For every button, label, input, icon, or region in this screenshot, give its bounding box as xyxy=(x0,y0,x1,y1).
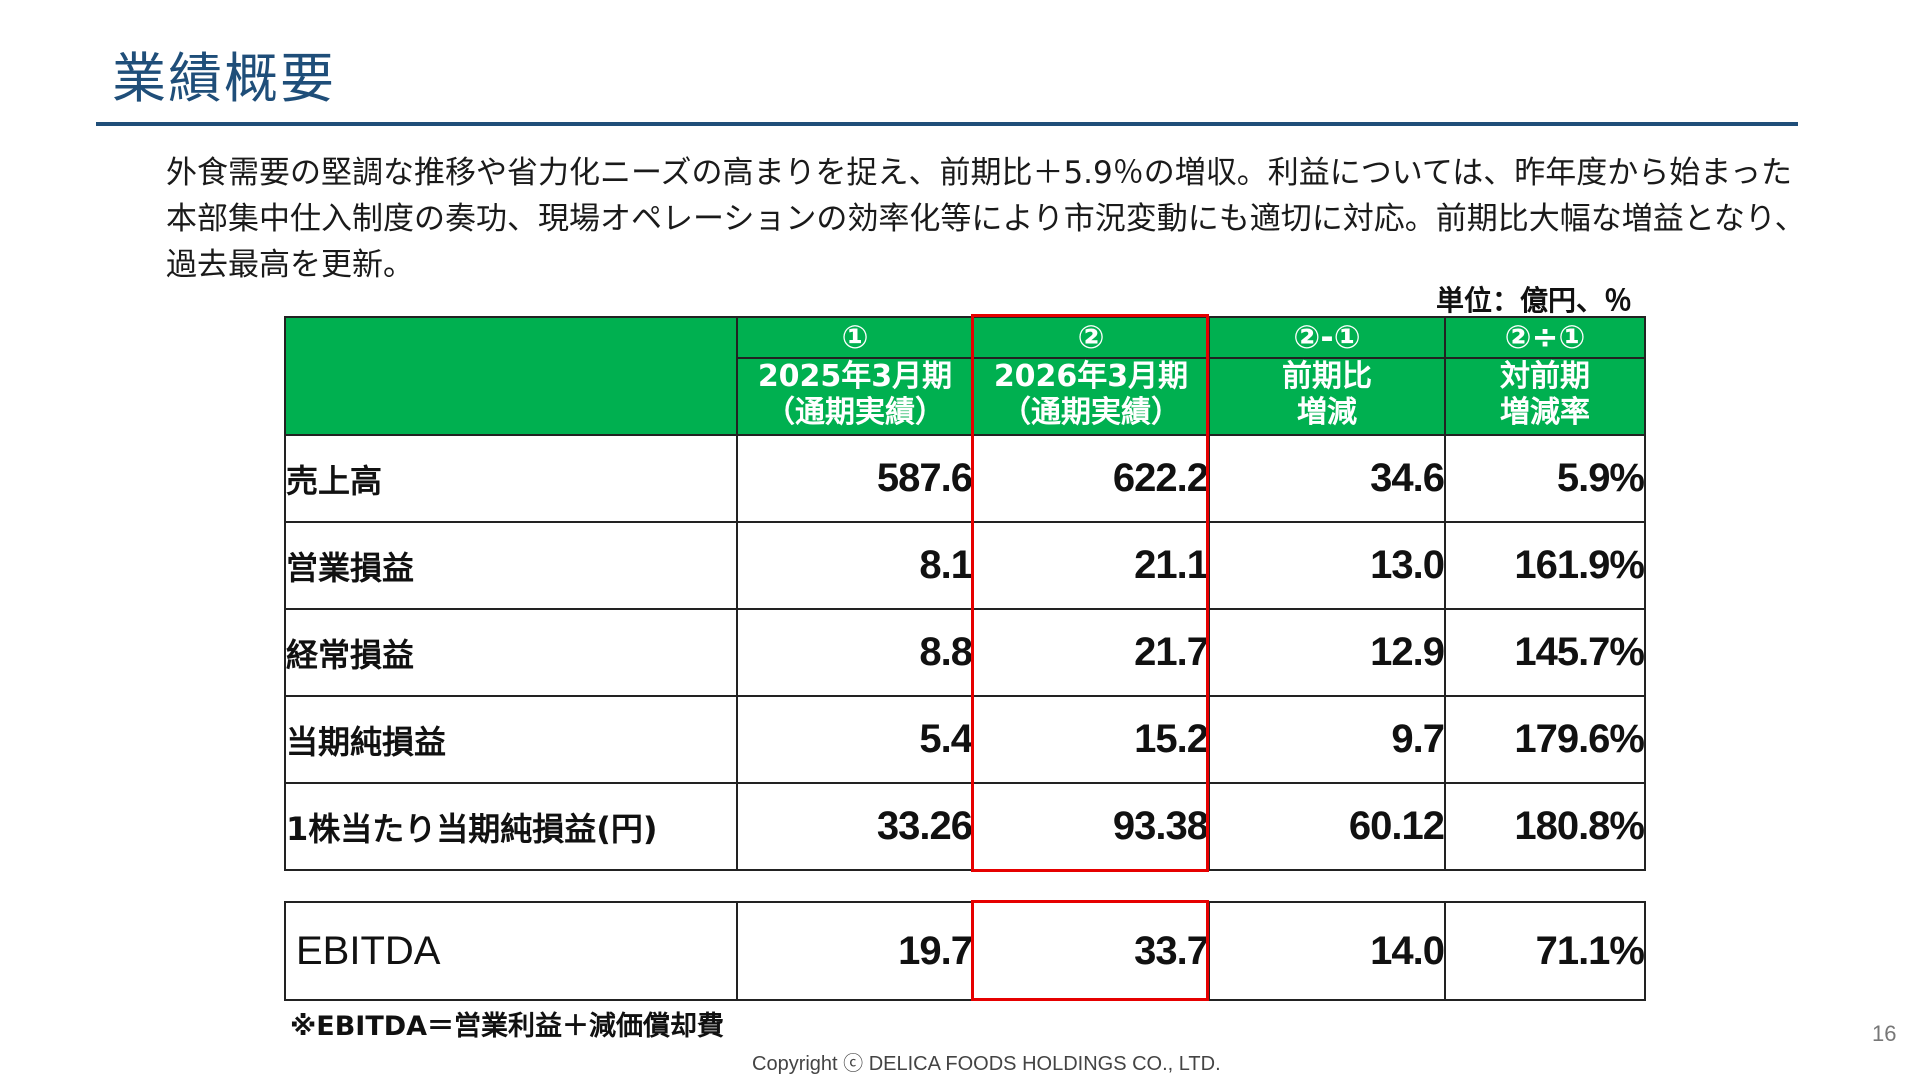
header-note: 増減 xyxy=(1297,395,1357,430)
value-cell: 161.9% xyxy=(1444,521,1646,610)
header-change-rate: ②÷① 対前期 増減率 xyxy=(1444,316,1646,436)
table-row: 経常損益 8.8 21.7 12.9 145.7% xyxy=(284,608,1646,697)
value-cell: 60.12 xyxy=(1208,782,1446,871)
footnote: ※EBITDA＝営業利益＋減価償却費 xyxy=(290,1011,725,1042)
table-row: 1株当たり当期純損益(円) 33.26 93.38 60.12 180.8% xyxy=(284,782,1646,871)
title-divider xyxy=(96,122,1798,126)
value-cell: 33.7 xyxy=(972,901,1210,1001)
value-cell: 179.6% xyxy=(1444,695,1646,784)
header-change: ②-① 前期比 増減 xyxy=(1208,316,1446,436)
header-period: 対前期 xyxy=(1500,359,1590,394)
header-period: 2026年3月期 xyxy=(993,359,1189,394)
value-cell: 12.9 xyxy=(1208,608,1446,697)
table-row: EBITDA 19.7 33.7 14.0 71.1% xyxy=(284,901,1646,1001)
table-row: 売上高 587.6 622.2 34.6 5.9% xyxy=(284,434,1646,523)
row-label: 営業損益 xyxy=(284,521,738,610)
value-cell: 5.9% xyxy=(1444,434,1646,523)
value-cell: 180.8% xyxy=(1444,782,1646,871)
value-cell: 21.1 xyxy=(972,521,1210,610)
value-cell: 34.6 xyxy=(1208,434,1446,523)
header-mark: ②-① xyxy=(1210,318,1444,359)
row-label: 当期純損益 xyxy=(284,695,738,784)
row-label: EBITDA xyxy=(284,901,738,1001)
value-cell: 145.7% xyxy=(1444,608,1646,697)
page-number: 16 xyxy=(1872,1021,1897,1046)
ebitda-table: EBITDA 19.7 33.7 14.0 71.1% xyxy=(284,901,1646,1001)
value-cell: 8.8 xyxy=(736,608,974,697)
value-cell: 19.7 xyxy=(736,901,974,1001)
value-cell: 9.7 xyxy=(1208,695,1446,784)
value-cell: 5.4 xyxy=(736,695,974,784)
row-label: 売上高 xyxy=(284,434,738,523)
unit-label: 単位：億円、％ xyxy=(1436,284,1633,317)
header-period: 前期比 xyxy=(1282,359,1372,394)
table-row: 営業損益 8.1 21.1 13.0 161.9% xyxy=(284,521,1646,610)
header-mark: ②÷① xyxy=(1446,318,1644,359)
header-period: 2025年3月期 xyxy=(757,359,953,394)
page-title: 業績概要 xyxy=(112,47,336,110)
value-cell: 21.7 xyxy=(972,608,1210,697)
header-note: 増減率 xyxy=(1500,395,1590,430)
header-note: （通期実績） xyxy=(1001,395,1181,430)
value-cell: 8.1 xyxy=(736,521,974,610)
value-cell: 33.26 xyxy=(736,782,974,871)
value-cell: 587.6 xyxy=(736,434,974,523)
value-cell: 93.38 xyxy=(972,782,1210,871)
row-label: 1株当たり当期純損益(円) xyxy=(284,782,738,871)
row-label: 経常損益 xyxy=(284,608,738,697)
value-cell: 13.0 xyxy=(1208,521,1446,610)
header-mark: ② xyxy=(974,318,1208,359)
header-note: （通期実績） xyxy=(765,395,945,430)
summary-text: 外食需要の堅調な推移や省力化ニーズの高まりを捉え、前期比＋5.9％の増収。利益に… xyxy=(166,155,1806,283)
value-cell: 14.0 xyxy=(1208,901,1446,1001)
header-blank-cell xyxy=(284,316,738,436)
value-cell: 15.2 xyxy=(972,695,1210,784)
copyright-text: Copyright ⓒ DELICA FOODS HOLDINGS CO., L… xyxy=(752,1053,1221,1075)
value-cell: 71.1% xyxy=(1444,901,1646,1001)
header-mark: ① xyxy=(738,318,972,359)
results-table: ① 2025年3月期 （通期実績） ② 2026年3月期 （通期実績） ②-① … xyxy=(284,316,1646,871)
header-fy2026: ② 2026年3月期 （通期実績） xyxy=(972,316,1210,436)
header-row: ① 2025年3月期 （通期実績） ② 2026年3月期 （通期実績） ②-① … xyxy=(284,316,1646,436)
table-row: 当期純損益 5.4 15.2 9.7 179.6% xyxy=(284,695,1646,784)
header-fy2025: ① 2025年3月期 （通期実績） xyxy=(736,316,974,436)
value-cell: 622.2 xyxy=(972,434,1210,523)
